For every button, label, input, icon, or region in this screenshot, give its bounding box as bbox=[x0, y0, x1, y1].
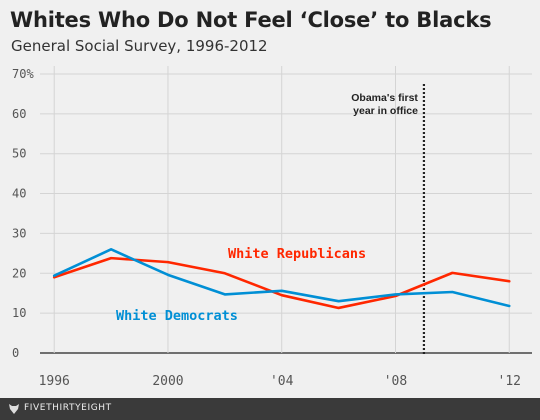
y-tick-label-40: 40 bbox=[12, 187, 26, 201]
white-democrats-line bbox=[52, 248, 511, 308]
y-tick-label-60: 60 bbox=[12, 107, 26, 121]
x-tick-label-2008: '08 bbox=[384, 374, 407, 389]
y-tick-label-20: 20 bbox=[12, 266, 26, 280]
fox-logo-icon bbox=[9, 404, 19, 414]
x-tick-label-2000: 2000 bbox=[152, 374, 183, 389]
chart-title: Whites Who Do Not Feel ‘Close’ to Blacks bbox=[10, 8, 492, 32]
brand-name: FIVETHIRTYEIGHT bbox=[24, 403, 112, 413]
footer-bar: FIVETHIRTYEIGHT bbox=[0, 398, 540, 420]
y-tick-label-10: 10 bbox=[12, 306, 26, 320]
white-republicans-line bbox=[52, 256, 511, 310]
x-tick-label-2004: '04 bbox=[270, 374, 294, 389]
x-tick-label-2012: '12 bbox=[498, 374, 521, 389]
annotation-label-line-0: Obama's first bbox=[351, 92, 418, 104]
chart-subtitle: General Social Survey, 1996-2012 bbox=[11, 37, 268, 55]
y-tick-label-70: 70% bbox=[12, 67, 34, 81]
y-tick-label-0: 0 bbox=[12, 346, 19, 360]
x-tick-label-1996: 1996 bbox=[39, 374, 70, 389]
y-tick-label-30: 30 bbox=[12, 226, 26, 240]
white-democrats-label: White Democrats bbox=[116, 308, 238, 324]
annotation-label-line-1: year in office bbox=[353, 105, 418, 117]
white-republicans-label: White Republicans bbox=[228, 246, 366, 262]
y-tick-label-50: 50 bbox=[12, 147, 26, 161]
line-chart: 0 10 20 30 40 50 60 70% 1996 2000 '04 '08 '12 Obama's… bbox=[12, 66, 532, 389]
